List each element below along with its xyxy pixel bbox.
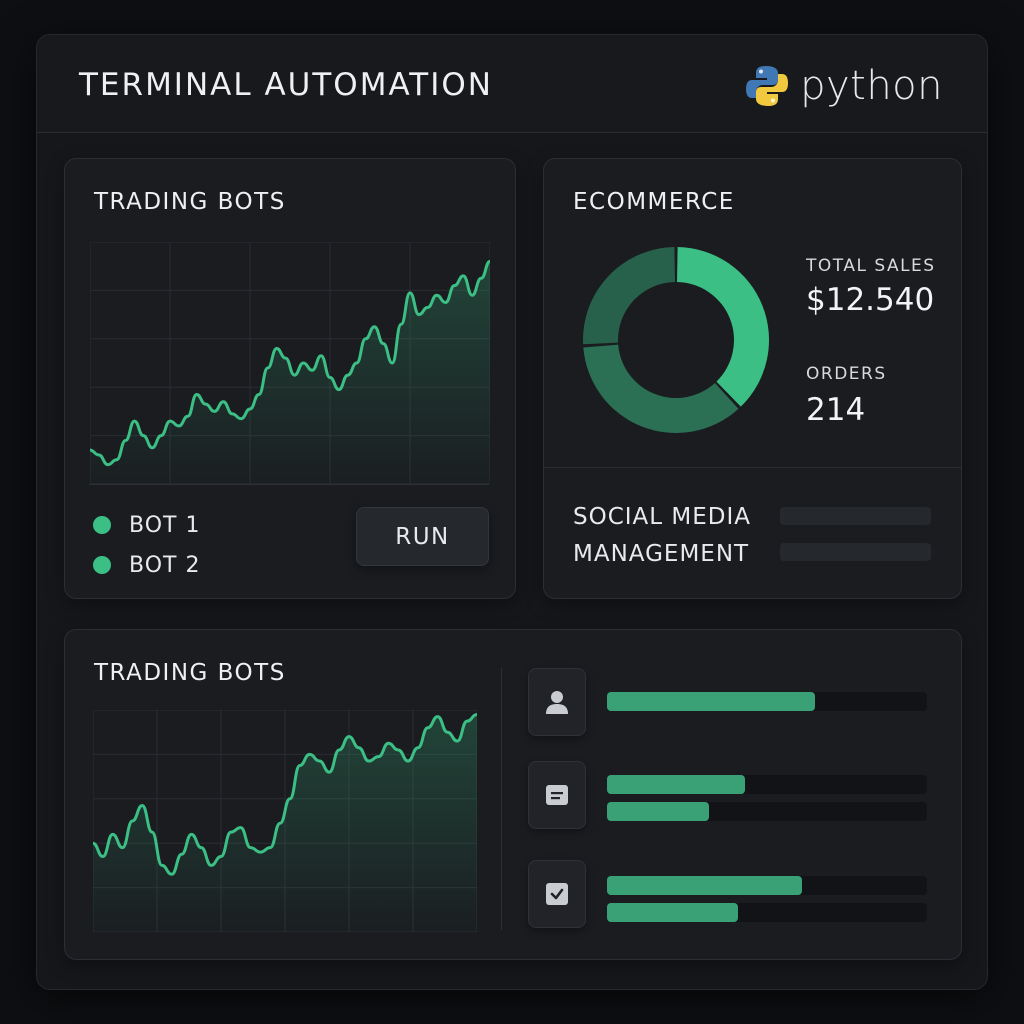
- progress-fill: [607, 876, 803, 895]
- donut-segment: [583, 344, 739, 433]
- progress-fill: [607, 802, 710, 821]
- progress-track: [607, 802, 927, 821]
- card-divider: [89, 484, 489, 485]
- checkbox-icon: [546, 883, 568, 905]
- trading-bots-card: TRADING BOTS BOT 1 BOT 2 RUN: [64, 158, 516, 599]
- message-tile[interactable]: [528, 761, 586, 829]
- donut-segment: [583, 247, 675, 345]
- orders-value: 214: [806, 392, 866, 428]
- donut-segment: [677, 247, 769, 407]
- social-placeholder-bar: [780, 543, 931, 561]
- ecommerce-card: ECOMMERCE TOTAL SALES $12.540 ORDERS 214…: [543, 158, 962, 599]
- ecommerce-title: ECOMMERCE: [573, 189, 735, 215]
- app-header: TERMINAL AUTOMATION python: [37, 35, 987, 133]
- trading-bots-activity-card: TRADING BOTS: [64, 629, 962, 960]
- checkbox-tile[interactable]: [528, 860, 586, 928]
- progress-fill: [607, 692, 815, 711]
- user-tile[interactable]: [528, 668, 586, 736]
- sales-donut-chart: [583, 247, 769, 433]
- user-icon: [546, 691, 568, 714]
- card-divider: [544, 467, 961, 468]
- progress-fill: [607, 903, 739, 922]
- python-logo-text: python: [800, 63, 943, 109]
- legend-item-bot-2[interactable]: BOT 2: [93, 545, 200, 585]
- progress-track: [607, 876, 927, 895]
- app-window: TERMINAL AUTOMATION python TRADING BOTS …: [36, 34, 988, 990]
- trading-bots-title: TRADING BOTS: [94, 189, 286, 215]
- social-media-management-label: SOCIAL MEDIA MANAGEMENT: [573, 499, 773, 573]
- series-area: [93, 714, 477, 932]
- app-title: TERMINAL AUTOMATION: [79, 67, 493, 103]
- vertical-divider: [501, 668, 502, 930]
- trading-bots-line-chart: [90, 242, 490, 484]
- bot-1-label: BOT 1: [129, 512, 201, 538]
- total-sales-value: $12.540: [806, 282, 935, 318]
- progress-track: [607, 692, 927, 711]
- social-line-2: MANAGEMENT: [573, 541, 750, 567]
- message-icon: [546, 785, 568, 805]
- run-button[interactable]: RUN: [356, 507, 489, 566]
- orders-label: ORDERS: [806, 364, 887, 384]
- trading-bots-line-chart: [93, 710, 477, 932]
- trading-bots-title: TRADING BOTS: [94, 660, 286, 686]
- progress-track: [607, 775, 927, 794]
- progress-fill: [607, 775, 745, 794]
- legend-item-bot-1[interactable]: BOT 1: [93, 505, 200, 545]
- bot-1-status-dot: [93, 516, 111, 534]
- progress-track: [607, 903, 927, 922]
- python-logo: python: [744, 63, 943, 109]
- series-line: [90, 259, 490, 467]
- series-area: [90, 261, 490, 484]
- bot-2-status-dot: [93, 556, 111, 574]
- bot-2-label: BOT 2: [129, 552, 201, 578]
- social-placeholder-bar: [780, 507, 931, 525]
- series-line: [93, 712, 477, 876]
- python-logo-icon: [746, 66, 789, 106]
- social-line-1: SOCIAL MEDIA: [573, 504, 752, 530]
- total-sales-label: TOTAL SALES: [806, 256, 936, 276]
- bot-legend: BOT 1 BOT 2: [93, 505, 200, 585]
